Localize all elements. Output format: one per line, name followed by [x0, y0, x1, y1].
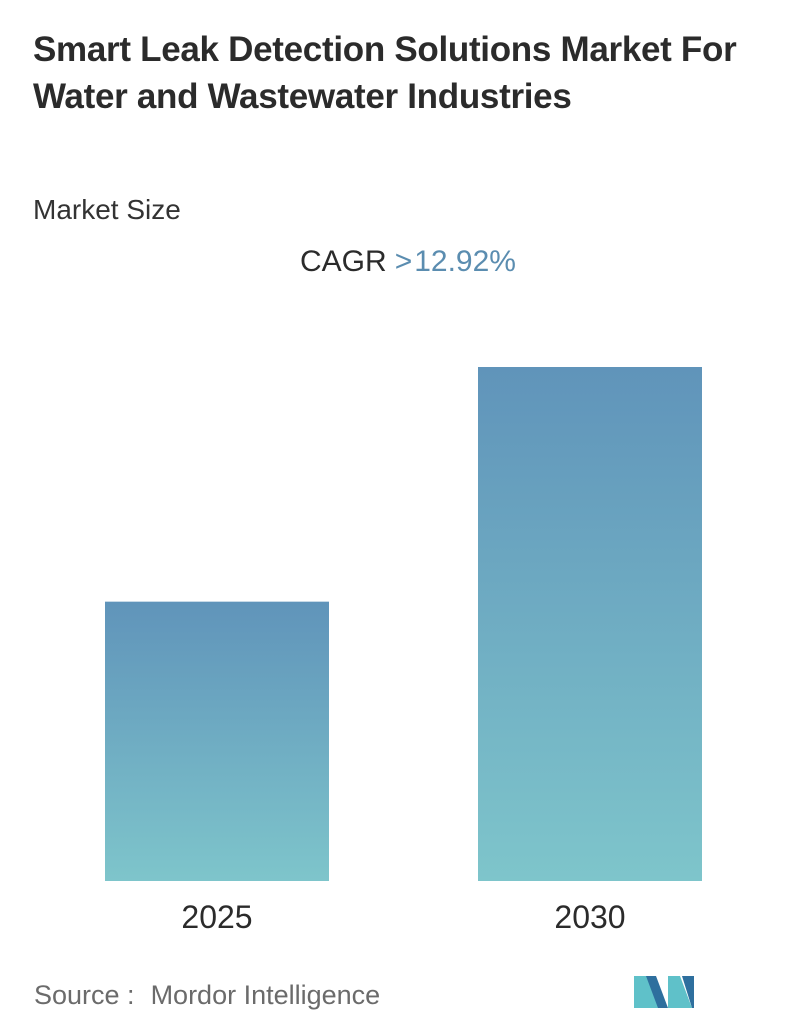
- source-value: Mordor Intelligence: [150, 980, 381, 1010]
- x-tick-labels: 2025 2030: [181, 899, 625, 935]
- mordor-logo-icon: [634, 976, 694, 1008]
- cagr-comparator: >: [394, 245, 413, 278]
- x-tick-label-2025: 2025: [181, 899, 252, 935]
- chart-subtitle: Market Size: [33, 194, 181, 225]
- cagr-indicator: CAGR >12.92%: [300, 244, 516, 280]
- source-line: Source : Mordor Intelligence: [34, 980, 380, 1011]
- x-tick-label-2030: 2030: [554, 899, 625, 935]
- bars-group: [105, 367, 702, 881]
- bar-2030: [478, 367, 702, 881]
- source-label: Source :: [34, 980, 135, 1010]
- chart-title: Smart Leak Detection Solutions Market Fo…: [33, 30, 737, 116]
- bar-2025: [105, 601, 329, 881]
- cagr-label: CAGR: [300, 245, 387, 278]
- cagr-value: 12.92%: [414, 245, 516, 278]
- bar-chart: 2025 2030: [105, 367, 702, 935]
